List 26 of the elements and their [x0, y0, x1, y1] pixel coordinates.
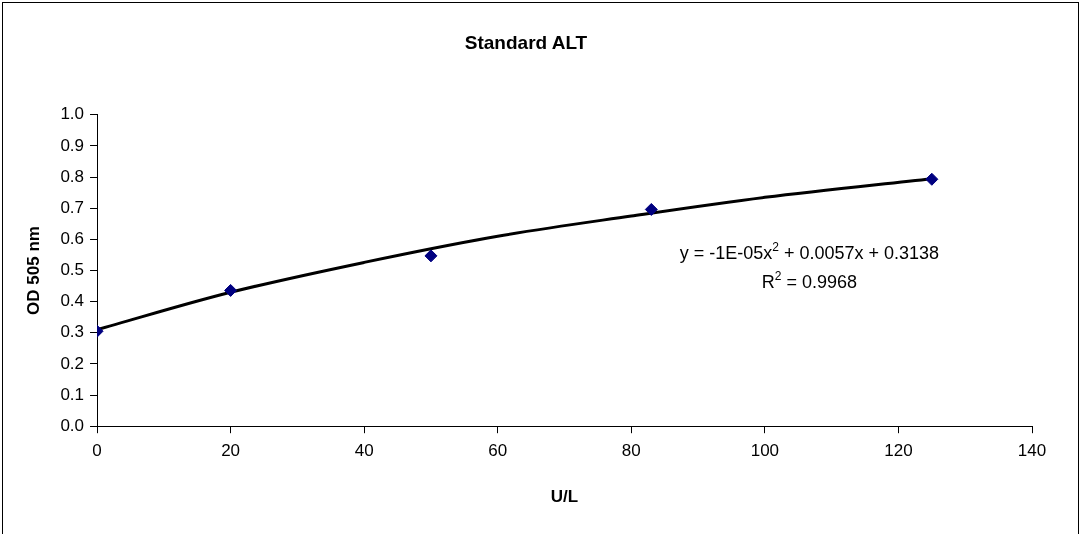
x-tick-label: 120	[884, 441, 913, 461]
y-tick-label: 0.2	[60, 353, 85, 373]
point	[644, 202, 658, 216]
y-tick-label: 0.8	[60, 166, 85, 186]
x-tick-label: 140	[1017, 441, 1047, 461]
x-tick-label: 60	[488, 441, 508, 461]
x-tick-label: 100	[750, 441, 780, 461]
y-tick-label: 0.7	[60, 197, 85, 217]
x-tick-label: 20	[221, 441, 241, 461]
chart-title: Standard ALT	[464, 31, 588, 53]
y-tick-label: 0.1	[60, 384, 85, 404]
y-tick-label: 0.6	[60, 229, 85, 249]
x-tick-label: 40	[354, 441, 374, 461]
y-tick-label: 0.5	[60, 260, 85, 280]
y-axis-title: OD 505 nm	[23, 226, 43, 315]
point	[224, 283, 238, 297]
y-tick-label: 0.0	[60, 415, 85, 435]
x-tick-label: 80	[621, 441, 641, 461]
y-tick-label: 0.4	[60, 291, 85, 311]
y-tick-label: 0.3	[60, 322, 85, 342]
y-tick-label: 0.9	[60, 135, 85, 155]
x-axis-title: U/L	[550, 487, 579, 507]
point	[424, 249, 438, 263]
y-tick-label: 1.0	[60, 104, 85, 124]
x-tick-label: 0	[92, 441, 102, 461]
point	[925, 172, 939, 186]
